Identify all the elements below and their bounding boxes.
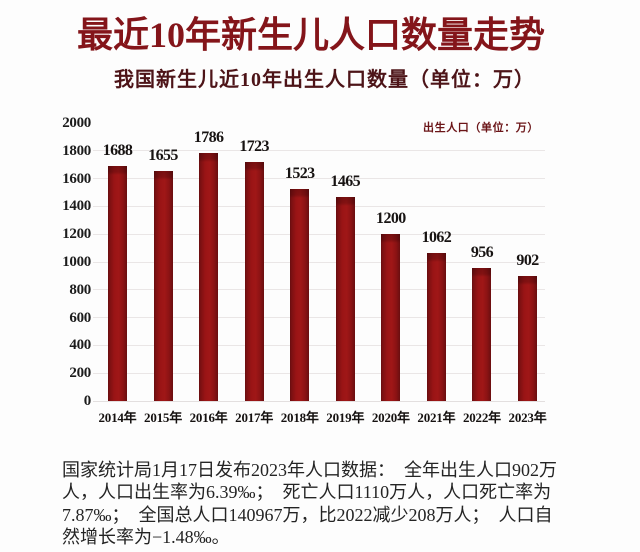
x-axis-tick-label: 2017年 [235, 410, 274, 425]
y-axis-tick-label: 1000 [62, 254, 91, 271]
bar-2015年 [153, 171, 173, 401]
y-axis-tick-label: 0 [83, 393, 92, 409]
bar-2019年 [335, 197, 355, 401]
gridline [93, 400, 545, 402]
gridline [93, 317, 545, 319]
y-axis-tick-label: 600 [69, 309, 91, 326]
gridline [93, 261, 545, 263]
footer-line: 人，人口出生率为6.39‰； 死亡人口1110万人，人口死亡率为 [62, 482, 552, 503]
bar-value-label: 1200 [376, 210, 406, 228]
x-axis-tick-label: 2019年 [326, 410, 365, 425]
gridline [93, 289, 545, 291]
bar-2020年 [381, 234, 401, 401]
bar-value-label: 1688 [102, 142, 133, 160]
bar-2017年 [244, 161, 264, 401]
page-title: 最近10年新生儿人口数量走势 [77, 15, 546, 55]
bar-2021年 [426, 253, 446, 401]
x-axis-tick-label: 2023年 [508, 410, 547, 425]
bar-value-label: 1655 [148, 147, 178, 165]
gridline [93, 233, 545, 235]
gridline [93, 150, 545, 152]
x-axis-tick-label: 2018年 [280, 410, 319, 425]
x-axis-tick-label: 2022年 [462, 410, 501, 425]
bar-2016年 [199, 152, 219, 401]
y-axis-tick-label: 1400 [62, 198, 91, 215]
bar-2018年 [290, 189, 310, 401]
x-axis-tick-label: 2021年 [417, 410, 456, 425]
gridline [93, 344, 545, 346]
x-axis-tick-label: 2020年 [371, 410, 410, 425]
footer-line: 然增长率为−1.48‰。 [62, 527, 230, 548]
bar-value-label: 1723 [239, 137, 269, 155]
y-axis-tick-label: 400 [69, 337, 91, 354]
gridline [93, 178, 545, 180]
x-axis-tick-label: 2015年 [144, 410, 183, 425]
footer-text: 国家统计局1月17日发布2023年人口数据： 全年出生人口902万 人，人口出生… [62, 459, 557, 549]
bar-2023年 [518, 275, 538, 401]
gridline [93, 205, 545, 207]
chart-legend: 出生人口（单位：万） [423, 122, 539, 134]
footer-line: 国家统计局1月17日发布2023年人口数据： 全年出生人口902万 [62, 460, 557, 480]
bar-value-label: 1523 [284, 165, 315, 183]
y-axis-tick-label: 1600 [62, 170, 91, 187]
footer-line: 7.87‰； 全国总人口140967万，比2022减少208万人； 人口自 [62, 504, 553, 525]
y-axis-tick-label: 2000 [62, 115, 91, 132]
bar-value-label: 1062 [421, 229, 452, 247]
bar-value-label: 1465 [330, 173, 361, 191]
gridline [93, 372, 545, 374]
y-axis-tick-label: 800 [69, 281, 91, 298]
bar-value-label: 902 [516, 251, 539, 269]
y-axis-tick-label: 200 [69, 365, 91, 382]
y-axis-tick-label: 1800 [62, 142, 91, 159]
bar-value-label: 1786 [193, 128, 224, 146]
bar-2014年 [108, 166, 127, 401]
bar-value-label: 956 [470, 244, 494, 262]
x-axis-tick-label: 2014年 [98, 410, 137, 425]
x-axis-tick-label: 2016年 [189, 410, 228, 425]
y-axis-tick-label: 1200 [62, 226, 91, 243]
bar-2022年 [472, 268, 492, 401]
page-subtitle: 我国新生儿近10年出生人口数量（单位：万） [114, 69, 535, 91]
